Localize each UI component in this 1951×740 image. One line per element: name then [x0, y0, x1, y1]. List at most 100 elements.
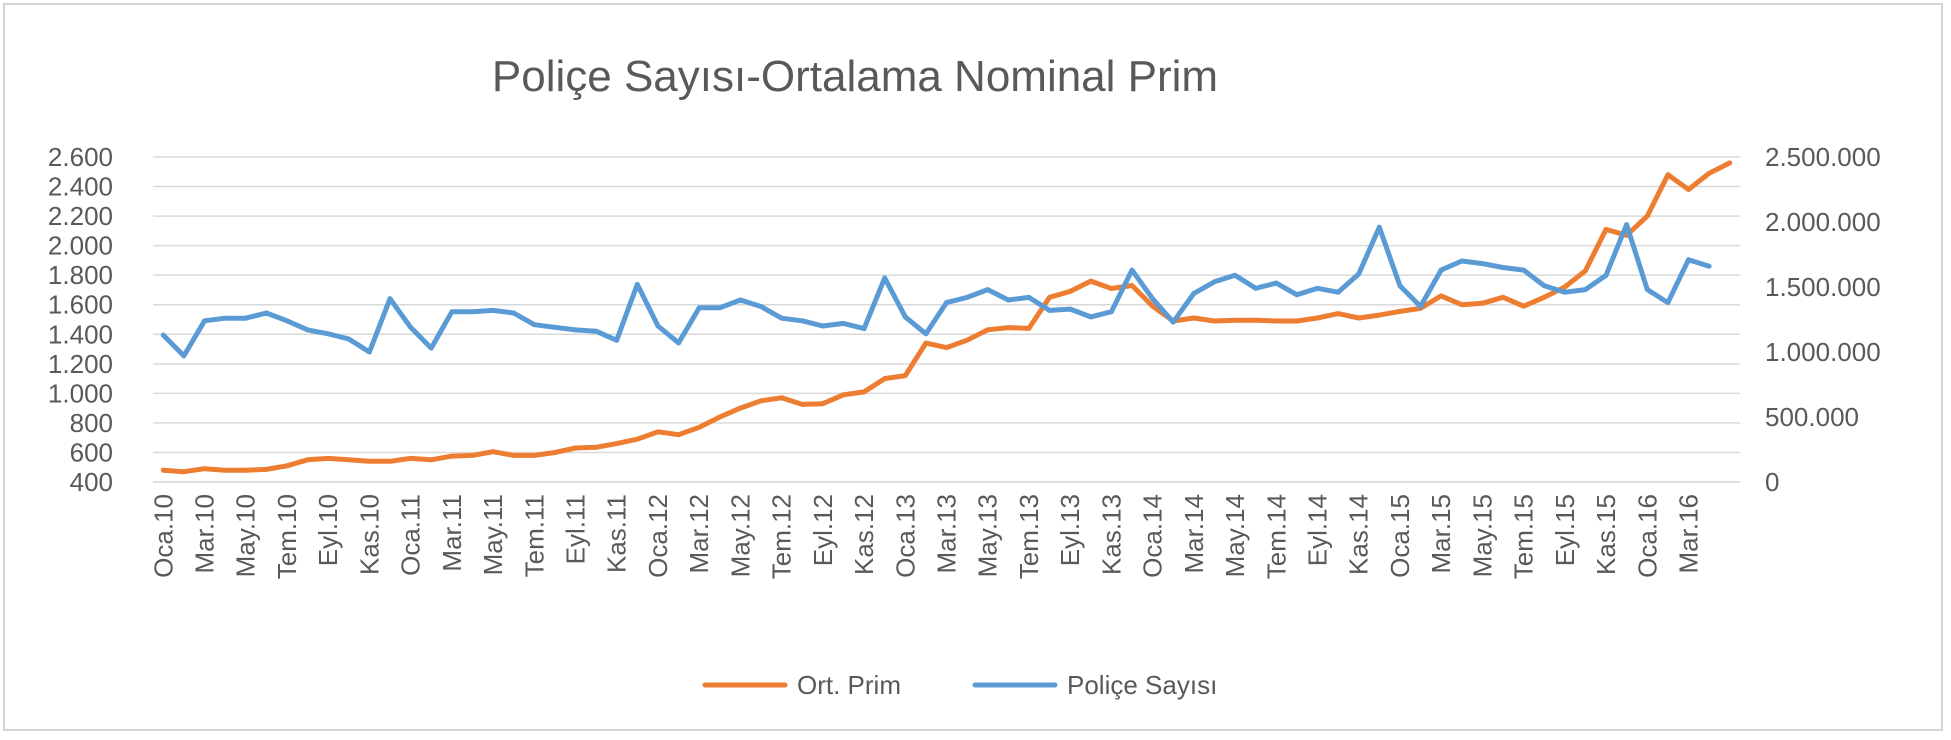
x-tick-label: Tem.13: [1014, 494, 1044, 579]
y-tick-label: 400: [70, 467, 113, 497]
data-point-ort-prim: [1335, 311, 1341, 316]
data-point-ort-prim: [1273, 318, 1279, 324]
data-point-poli-e-say-s: [1026, 295, 1032, 300]
data-point-poli-e-say-s: [1109, 309, 1114, 315]
data-point-ort-prim: [1665, 172, 1671, 178]
x-tick-label: Kas.15: [1591, 494, 1621, 575]
series-line-poli-e-say-s: [160, 222, 1712, 359]
x-tick-label: Kas.13: [1096, 494, 1126, 575]
x-tick-label: Kas.11: [602, 494, 632, 573]
legend-label-ort-prim: Ort. Prim: [797, 670, 901, 700]
data-point-poli-e-say-s: [1480, 261, 1485, 266]
y-tick-label: 600: [70, 437, 113, 467]
x-tick-label: Eyl.12: [808, 494, 838, 566]
data-point-ort-prim: [923, 340, 929, 346]
data-point-ort-prim: [222, 467, 228, 473]
x-tick-label: Mar.10: [190, 494, 220, 574]
data-point-poli-e-say-s: [738, 297, 743, 303]
data-point-ort-prim: [676, 432, 681, 438]
data-point-poli-e-say-s: [222, 315, 228, 321]
y-tick-label: 1.400: [48, 319, 113, 349]
data-point-ort-prim: [1129, 283, 1135, 288]
data-point-poli-e-say-s: [696, 305, 702, 311]
data-point-ort-prim: [944, 345, 949, 350]
x-tick-label: May.13: [973, 494, 1003, 577]
data-point-ort-prim: [758, 398, 764, 404]
x-tick-label: Oca.10: [148, 494, 178, 578]
data-point-poli-e-say-s: [552, 324, 558, 330]
data-point-poli-e-say-s: [449, 309, 455, 315]
data-point-poli-e-say-s: [1232, 272, 1238, 278]
data-point-ort-prim: [1294, 318, 1300, 324]
data-point-poli-e-say-s: [1273, 280, 1279, 286]
x-tick-label: Kas.14: [1344, 494, 1374, 575]
x-tick-label: Mar.11: [437, 494, 467, 572]
x-tick-label: Eyl.13: [1055, 494, 1085, 566]
data-point-poli-e-say-s: [160, 332, 166, 338]
data-point-ort-prim: [1150, 303, 1155, 309]
data-point-ort-prim: [655, 429, 661, 435]
data-point-poli-e-say-s: [799, 318, 805, 324]
data-point-poli-e-say-s: [1212, 279, 1217, 285]
y2-tick-label: 500.000: [1765, 402, 1859, 432]
data-point-poli-e-say-s: [964, 295, 970, 300]
y-tick-label: 2.200: [48, 201, 113, 231]
data-point-poli-e-say-s: [902, 314, 908, 320]
x-tick-label: Tem.11: [519, 494, 549, 577]
x-tick-label: Oca.13: [890, 494, 920, 578]
data-point-poli-e-say-s: [1541, 283, 1547, 289]
data-point-ort-prim: [1480, 300, 1485, 306]
data-point-ort-prim: [882, 376, 888, 381]
x-tick-label: Mar.12: [684, 494, 714, 574]
data-point-poli-e-say-s: [1562, 289, 1568, 295]
x-tick-label: Tem.15: [1509, 494, 1539, 579]
data-point-ort-prim: [1706, 170, 1712, 176]
y-tick-label: 2.600: [48, 142, 113, 172]
data-point-ort-prim: [902, 373, 908, 378]
data-point-ort-prim: [779, 395, 784, 401]
line-chart: Poliçe Sayısı-Ortalama Nominal Prim 4006…: [48, 52, 1881, 700]
data-point-ort-prim: [531, 453, 537, 458]
data-point-poli-e-say-s: [387, 296, 393, 302]
gridlines: [153, 156, 1740, 483]
data-point-ort-prim: [552, 450, 558, 455]
data-point-ort-prim: [799, 402, 805, 407]
x-tick-label: Oca.15: [1385, 494, 1415, 578]
x-tick-label: May.11: [478, 494, 508, 575]
x-tick-label: Mar.16: [1673, 494, 1703, 574]
data-point-ort-prim: [738, 405, 743, 411]
data-point-poli-e-say-s: [1583, 287, 1588, 292]
y2-tick-label: 1.500.000: [1765, 272, 1881, 302]
data-point-ort-prim: [367, 458, 372, 464]
data-point-ort-prim: [264, 467, 269, 472]
x-tick-label: Oca.14: [1138, 494, 1168, 578]
x-tick-label: May.10: [231, 494, 261, 577]
data-point-ort-prim: [1521, 303, 1526, 309]
x-tick-label: Tem.14: [1261, 494, 1291, 579]
data-point-ort-prim: [614, 441, 620, 446]
data-point-poli-e-say-s: [758, 304, 764, 309]
data-point-poli-e-say-s: [779, 315, 784, 321]
data-point-poli-e-say-s: [820, 323, 826, 329]
y-tick-label: 1.800: [48, 260, 113, 290]
y-tick-label: 1.200: [48, 349, 113, 379]
data-point-poli-e-say-s: [614, 337, 620, 343]
data-point-ort-prim: [985, 327, 991, 333]
x-tick-label: Mar.14: [1179, 494, 1209, 574]
data-point-ort-prim: [593, 444, 599, 450]
y-tick-label: 1.600: [48, 290, 113, 320]
data-point-ort-prim: [1397, 309, 1403, 314]
data-point-ort-prim: [408, 456, 413, 461]
data-point-ort-prim: [1088, 278, 1094, 284]
chart-frame: Poliçe Sayısı-Ortalama Nominal Prim 400 6…: [3, 3, 1943, 731]
data-point-poli-e-say-s: [408, 324, 413, 330]
data-point-ort-prim: [861, 389, 867, 395]
x-tick-label: Mar.13: [932, 494, 962, 574]
data-point-poli-e-say-s: [1088, 314, 1094, 320]
x-tick-label: May.15: [1467, 494, 1497, 577]
data-point-poli-e-say-s: [1253, 285, 1259, 291]
x-tick-label: Tem.12: [767, 494, 797, 579]
y2-tick-label: 2.500.000: [1765, 142, 1881, 172]
data-point-poli-e-say-s: [1356, 271, 1362, 277]
x-tick-label: May.14: [1220, 494, 1250, 577]
